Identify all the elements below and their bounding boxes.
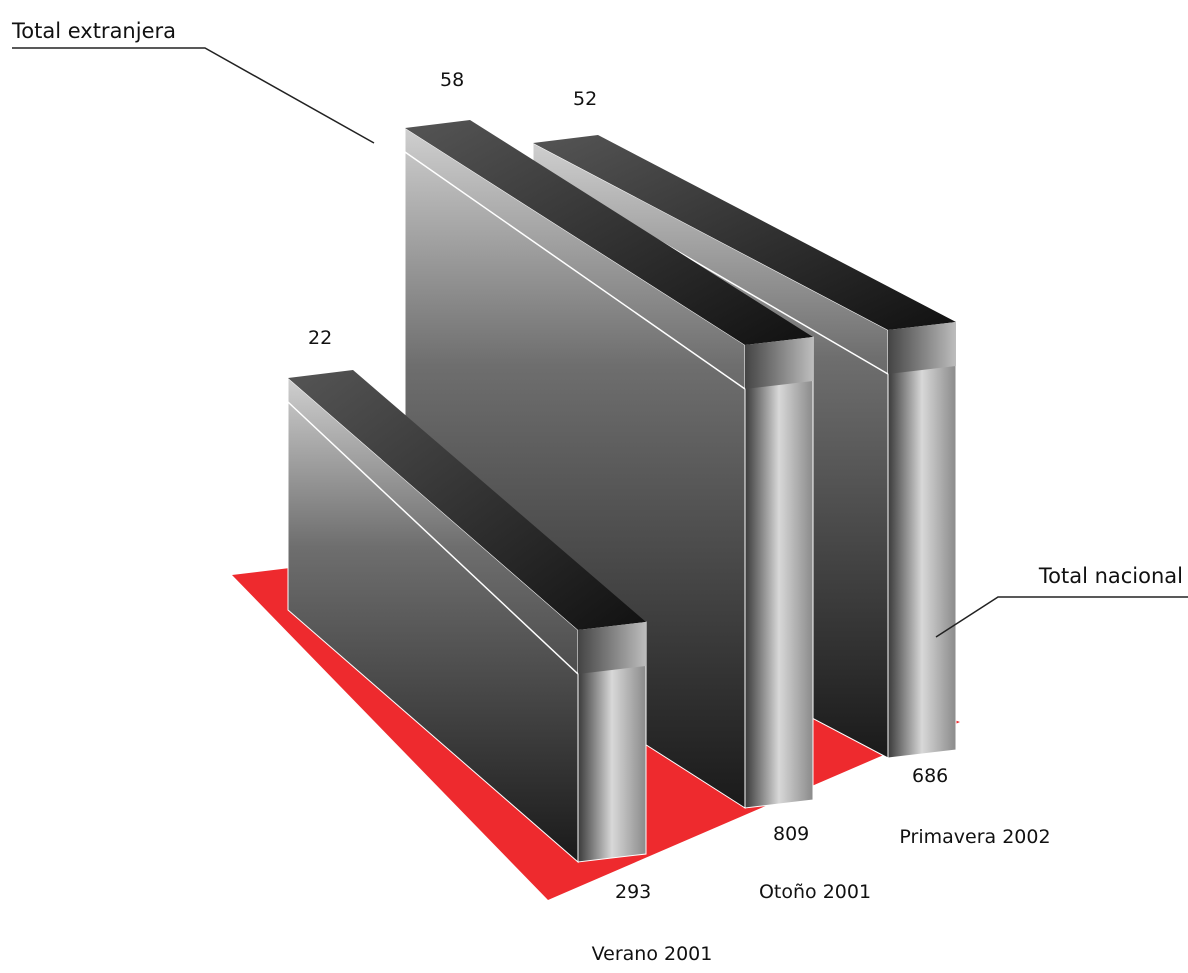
series-label-nacional: Total nacional xyxy=(1038,564,1183,588)
data-label-extranjera: 22 xyxy=(308,327,332,349)
bar-top xyxy=(405,120,813,345)
data-label-extranjera: 58 xyxy=(440,69,464,91)
category-label: Primavera 2002 xyxy=(899,826,1050,848)
bar-cap xyxy=(888,322,956,374)
bar-top xyxy=(288,370,646,630)
bar-top xyxy=(533,135,956,330)
data-label-nacional: 686 xyxy=(912,765,948,787)
series-label-extranjera: Total extranjera xyxy=(11,19,176,43)
data-label-nacional: 293 xyxy=(615,881,651,903)
data-label-extranjera: 52 xyxy=(573,88,597,110)
bar-1 xyxy=(287,370,647,864)
category-label: Otoño 2001 xyxy=(759,881,871,903)
bar-edge xyxy=(287,401,579,675)
bar-end xyxy=(887,321,957,759)
series-leader-nacional xyxy=(935,596,1188,638)
series-leader-extranjera xyxy=(12,47,375,144)
bar-cap xyxy=(578,622,646,674)
category-label: Verano 2001 xyxy=(592,943,713,965)
bar-cap xyxy=(745,337,813,389)
bar-end xyxy=(744,336,814,809)
bar-edge xyxy=(404,151,746,390)
data-label-nacional: 809 xyxy=(773,823,809,845)
